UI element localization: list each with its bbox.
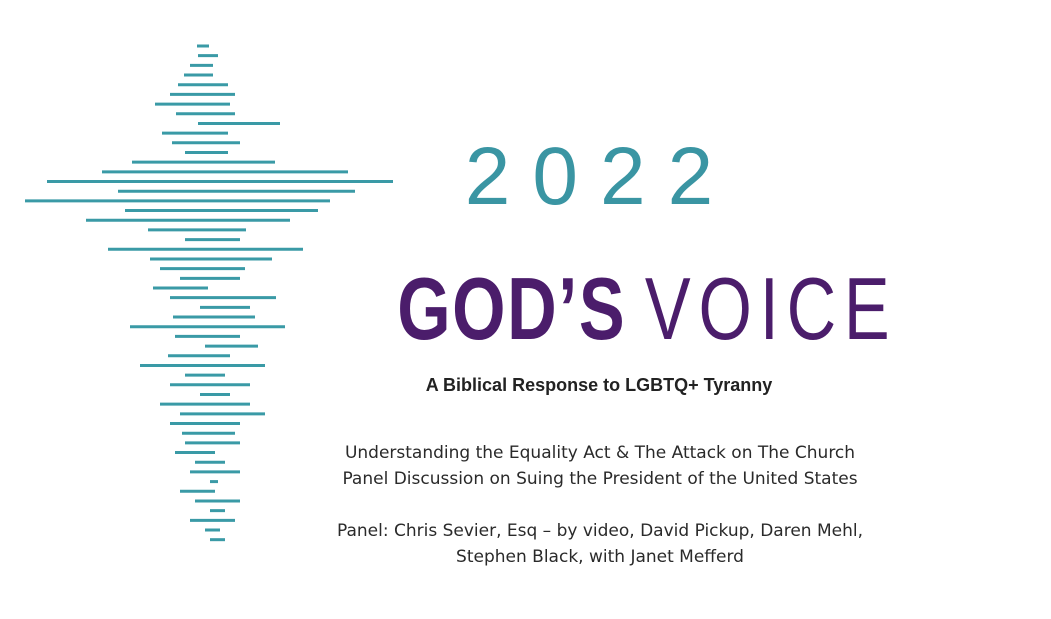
description-line: Panel Discussion on Suing the President … [342,469,858,489]
panel-line: Panel: Chris Sevier, Esq – by video, Dav… [336,521,863,541]
sound-wave-cross [25,44,393,542]
title: GOD’S VOICE [397,258,890,360]
description-line: Understanding the Equality Act & The Att… [344,443,856,463]
panel-line: Stephen Black, with Janet Mefferd [456,547,744,567]
title-light: VOICE [644,259,898,358]
title-bold: GOD’S [397,259,627,358]
tagline: A Biblical Response to LGBTQ+ Tyranny [376,370,822,400]
year: 2022 [464,131,736,222]
description: Understanding the Equality Act & The Att… [290,440,910,570]
